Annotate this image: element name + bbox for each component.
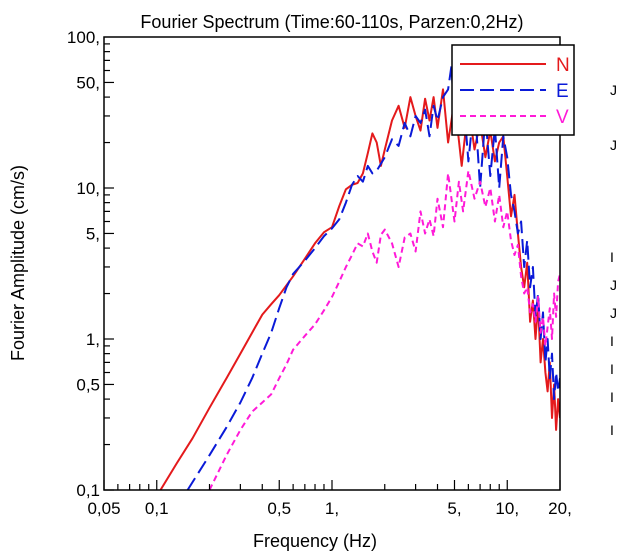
series-layer: [159, 65, 560, 490]
y-tick-label: 100,: [67, 28, 100, 47]
y-tick-label: 10,: [76, 179, 100, 198]
x-tick-label: 0,05: [87, 499, 120, 518]
legend-entries: NEV: [460, 55, 570, 128]
series-line-N: [159, 88, 560, 490]
margin-glyph: J: [610, 277, 617, 293]
x-tick-labels: 0,05 0,1 0,5 1, 5, 10, 20,: [87, 499, 571, 518]
margin-glyph: I: [610, 389, 614, 405]
x-tick-label: 1,: [325, 499, 339, 518]
y-tick-label: 5,: [86, 224, 100, 243]
margin-glyph: J: [610, 305, 617, 321]
margin-glyph: I: [610, 422, 614, 438]
x-tick-label: 0,1: [145, 499, 169, 518]
series-line-V: [208, 169, 560, 490]
y-axis-label: Fourier Amplitude (cm/s): [8, 165, 28, 361]
legend-label-V: V: [556, 107, 569, 128]
legend: NEV: [451, 44, 575, 136]
legend-label-E: E: [556, 81, 569, 102]
x-axis-label: Frequency (Hz): [253, 531, 377, 551]
x-tick-label: 20,: [548, 499, 572, 518]
margin-glyph: J: [610, 137, 617, 153]
x-tick-label: 5,: [447, 499, 461, 518]
margin-glyph: I: [610, 249, 614, 265]
legend-label-N: N: [556, 55, 570, 76]
y-tick-label: 0,1: [76, 481, 100, 500]
x-tick-label: 0,5: [267, 499, 291, 518]
chart-title: Fourier Spectrum (Time:60-110s, Parzen:0…: [140, 12, 523, 32]
margin-glyph: I: [610, 361, 614, 377]
margin-glyph: I: [610, 333, 614, 349]
y-tick-label: 0,5: [76, 375, 100, 394]
y-tick-label: 1,: [86, 330, 100, 349]
y-tick-labels: 0,1 0,5 1, 5, 10, 50, 100,: [67, 28, 100, 500]
margin-glyph: J: [610, 82, 617, 98]
x-tick-label: 10,: [495, 499, 519, 518]
y-tick-label: 50,: [76, 73, 100, 92]
axis-ticks: [103, 43, 561, 491]
